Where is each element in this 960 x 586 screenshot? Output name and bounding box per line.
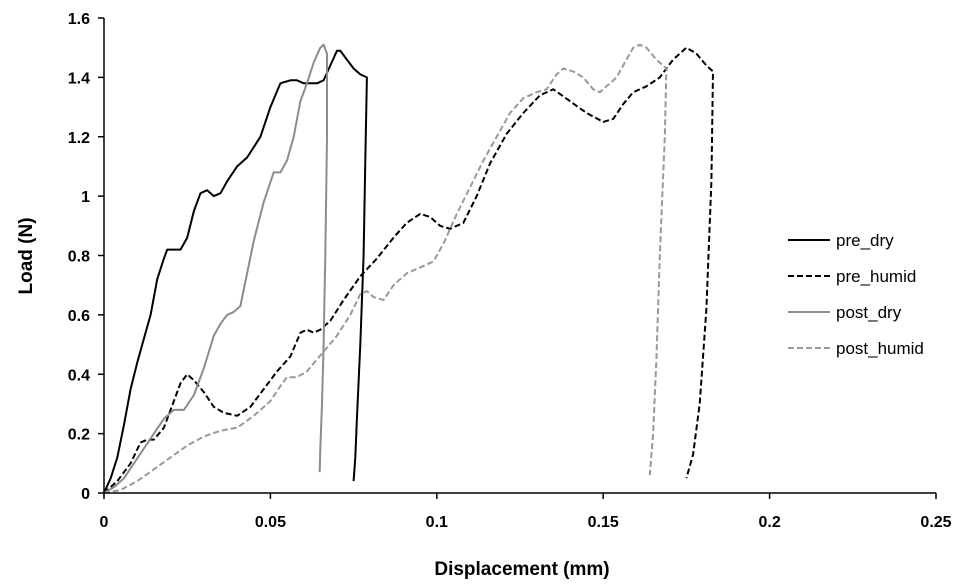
x-axis-ticks: 0 0.05 0.1 0.15 0.2 0.25 xyxy=(100,493,952,531)
legend: pre_dry pre_humid post_dry post_humid xyxy=(788,231,924,358)
x-tick-label: 0.2 xyxy=(758,514,780,531)
series-line-pre-humid xyxy=(103,46,714,494)
y-tick-label: 0 xyxy=(81,486,90,503)
legend-label-post-humid: post_humid xyxy=(836,339,924,358)
y-tick-label: 1 xyxy=(81,189,90,206)
x-tick-label: 0 xyxy=(100,514,109,531)
y-tick-label: 0.6 xyxy=(68,308,90,325)
y-tick-label: 0.2 xyxy=(68,427,90,444)
y-tick-label: 0.8 xyxy=(68,249,90,266)
x-tick-label: 0.1 xyxy=(426,514,448,531)
x-tick-label: 0.25 xyxy=(920,514,951,531)
y-tick-label: 1.4 xyxy=(68,70,90,87)
y-tick-label: 1.6 xyxy=(68,11,90,28)
x-tick-label: 0.05 xyxy=(255,514,286,531)
series-line-pre-dry xyxy=(103,49,368,494)
series-line-post-dry xyxy=(103,43,328,494)
y-tick-label: 1.2 xyxy=(68,130,90,147)
plot-area xyxy=(103,43,714,494)
legend-label-pre-dry: pre_dry xyxy=(836,231,894,250)
legend-label-pre-humid: pre_humid xyxy=(836,267,916,286)
y-axis-title: Load (N) xyxy=(16,217,37,294)
series-line-post-humid xyxy=(103,43,668,494)
y-axis-ticks: 0 0.2 0.4 0.6 0.8 1 1.2 1.4 1.6 xyxy=(68,11,104,503)
y-tick-label: 0.4 xyxy=(68,367,90,384)
legend-label-post-dry: post_dry xyxy=(836,303,902,322)
x-tick-label: 0.15 xyxy=(588,514,619,531)
x-axis-title: Displacement (mm) xyxy=(434,559,609,580)
